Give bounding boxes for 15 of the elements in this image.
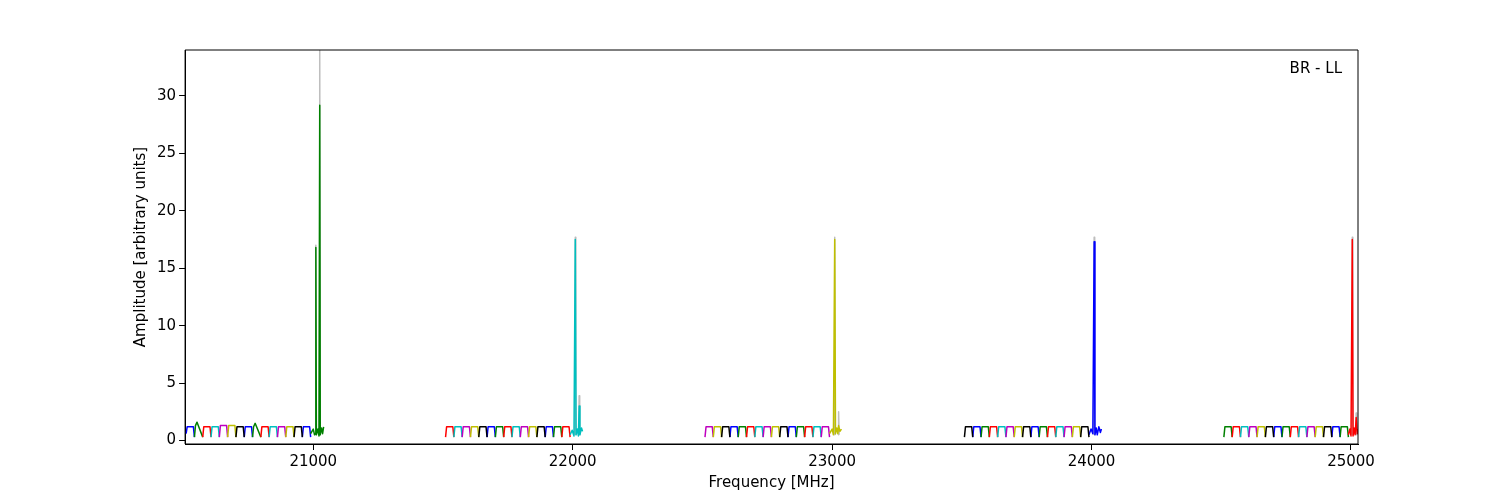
y-tick-label: 25	[156, 143, 177, 162]
x-tick-label: 24000	[1067, 451, 1116, 470]
y-tick-label: 15	[156, 258, 177, 277]
y-axis-title: Amplitude [arbitrary units]	[130, 146, 149, 348]
x-axis-title: Frequency [MHz]	[708, 472, 835, 491]
y-tick-label: 20	[156, 200, 177, 219]
y-tick-label: 30	[156, 85, 177, 104]
y-tick-label: 0	[166, 430, 177, 449]
y-tick-label: 10	[156, 315, 177, 334]
x-tick-label: 23000	[808, 451, 856, 470]
y-tick-label: 5	[166, 373, 177, 392]
annotation: BR - LL	[1289, 59, 1343, 78]
x-tick-label: 25000	[1327, 451, 1375, 470]
x-tick-label: 22000	[548, 451, 597, 470]
x-tick-label: 21000	[289, 451, 338, 470]
